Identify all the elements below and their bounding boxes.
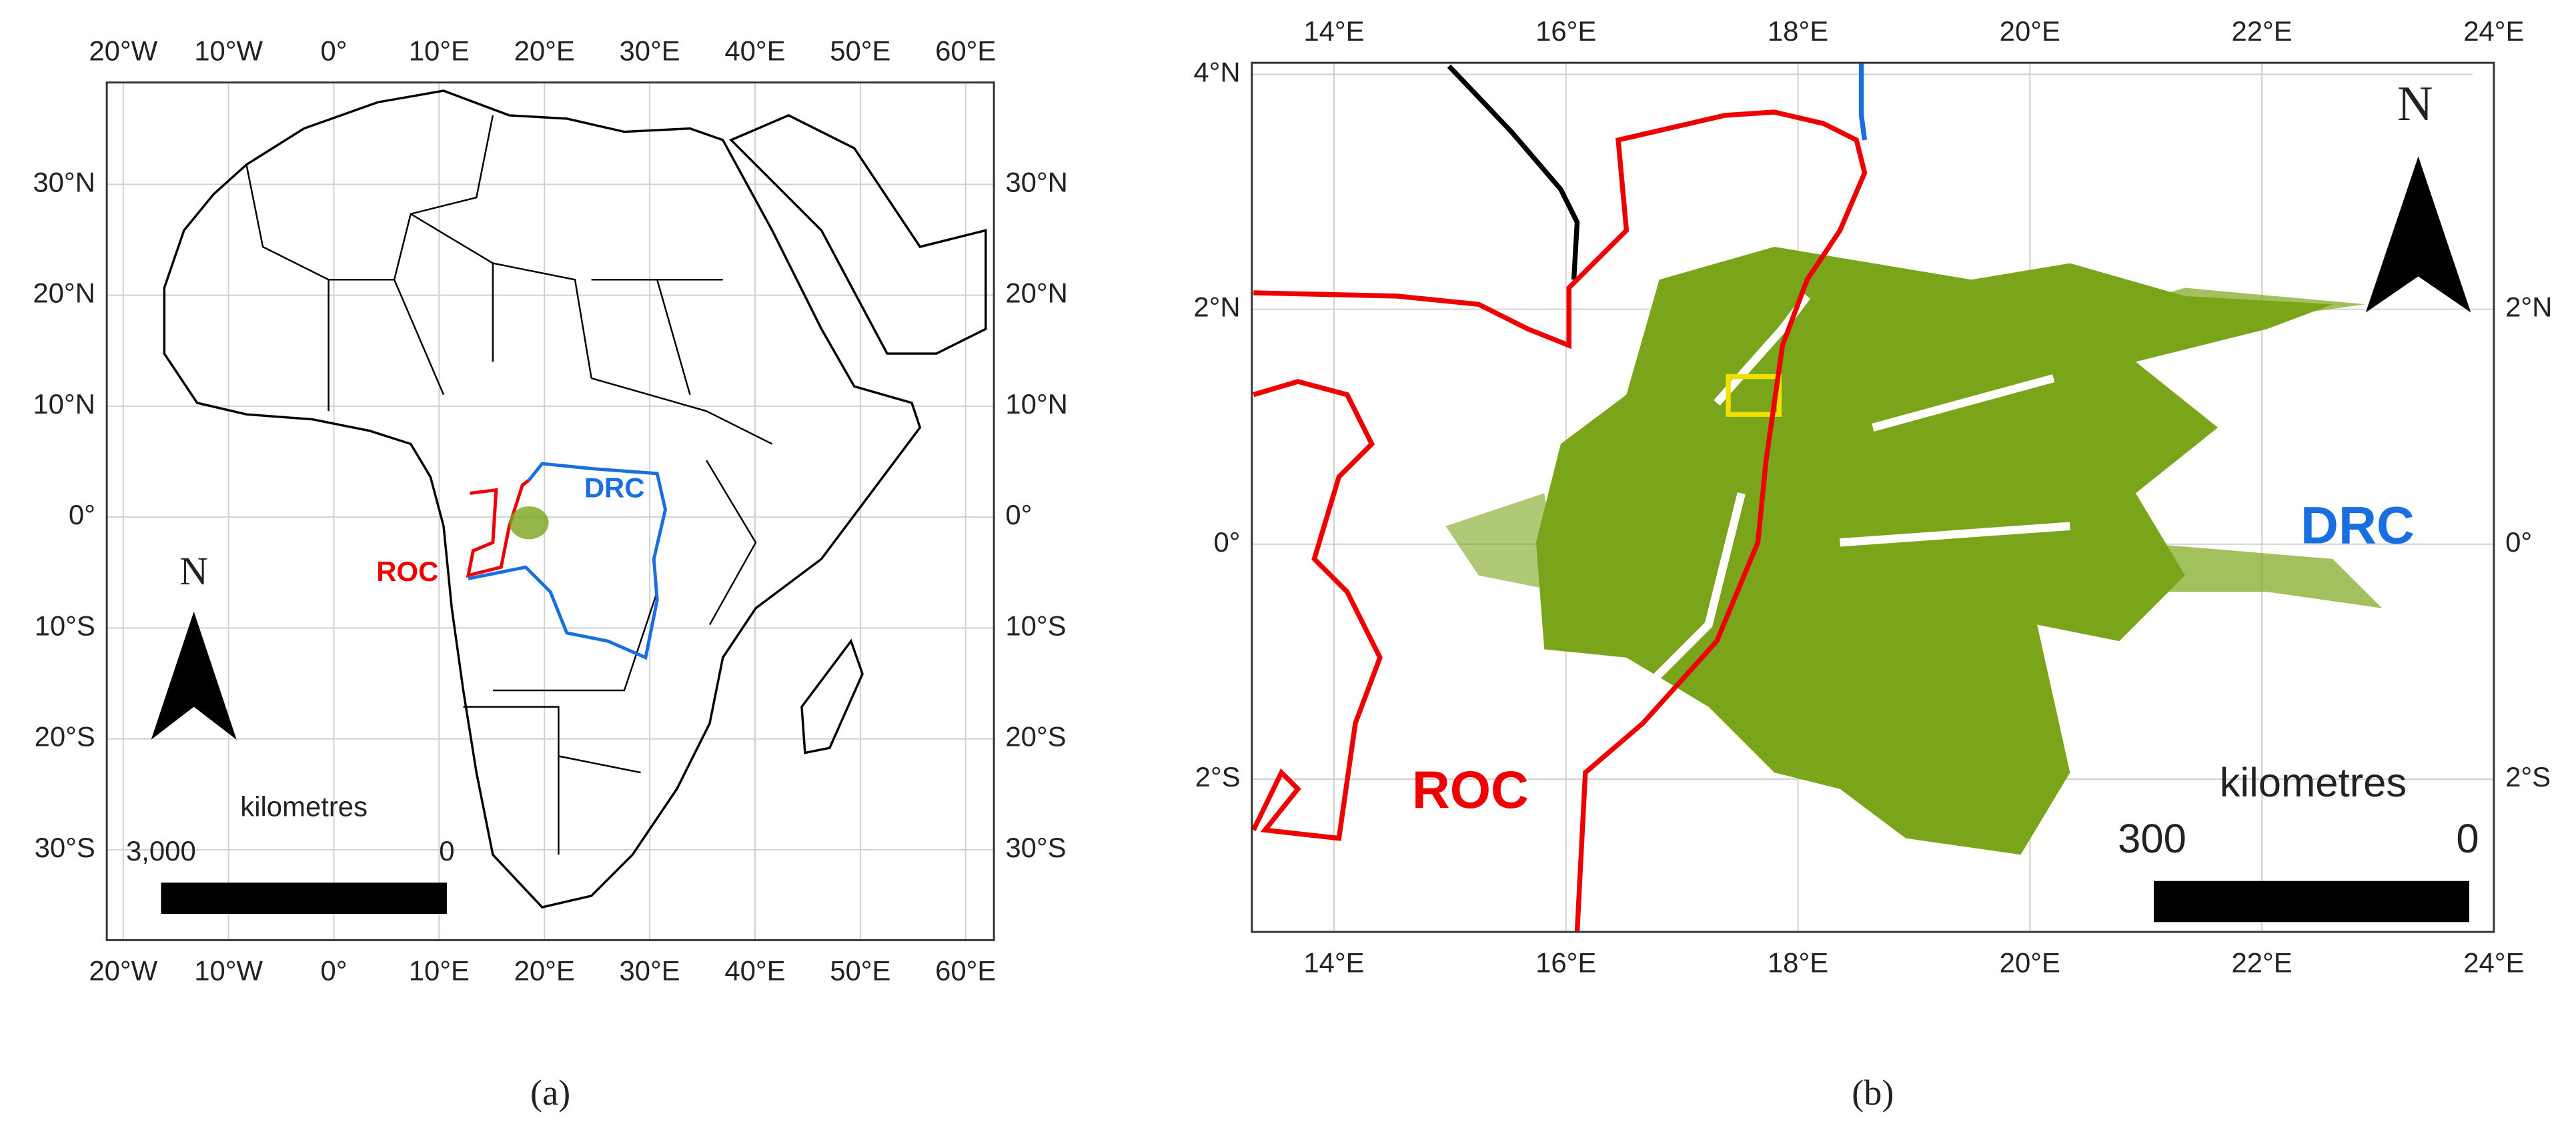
y-tick-label: 30°N (33, 166, 95, 197)
drc-border (1858, 63, 1868, 141)
panel-caption: (a) (530, 1073, 570, 1113)
y-tick-label: 10°S (35, 610, 95, 641)
y-tick-label: 10°N (33, 388, 95, 420)
x-tick-label: 50°E (830, 35, 890, 66)
y-tick-label: 0° (1214, 526, 1241, 558)
x-tick-label: 50°E (830, 955, 890, 987)
region-label: ROC (1412, 760, 1529, 819)
y-tick-label: 4°N (1193, 56, 1240, 87)
y-tick-label: 2°S (1195, 761, 1241, 792)
region-label: DRC (2301, 496, 2415, 554)
north-arrow (151, 611, 237, 740)
x-tick-label: 20°E (2000, 15, 2060, 47)
north-arrow (2365, 156, 2471, 313)
y-tick-label: 0° (1005, 499, 1032, 530)
x-tick-label: 22°E (2231, 15, 2292, 47)
y-tick-label: 10°N (1005, 388, 1068, 420)
madagascar-outline (800, 638, 864, 754)
y-tick-label: 2°N (2505, 292, 2552, 323)
north-label: N (2397, 76, 2433, 131)
x-tick-label: 22°E (2231, 947, 2292, 978)
scale-unit: kilometres (2220, 760, 2407, 806)
x-tick-label: 10°W (194, 35, 263, 66)
x-tick-label: 18°E (1768, 15, 1828, 47)
forest-extent (509, 506, 549, 540)
x-tick-label: 16°E (1535, 15, 1596, 47)
x-tick-label: 20°E (514, 955, 575, 987)
y-tick-label: 20°N (1005, 277, 1068, 309)
scale-bar (2154, 881, 2469, 923)
scale-label: 0 (2456, 816, 2479, 862)
x-tick-label: 30°E (620, 35, 680, 66)
scale-label: 3,000 (126, 835, 196, 867)
x-tick-label: 24°E (2463, 15, 2524, 47)
map-frame (1251, 61, 2495, 933)
border-black (1447, 64, 1580, 280)
roc-border (1253, 109, 1868, 933)
x-tick-label: 10°W (194, 955, 263, 987)
x-tick-label: 30°E (620, 955, 680, 987)
study-site (1726, 374, 1782, 417)
x-tick-label: 0° (320, 955, 347, 987)
drc-border (468, 462, 668, 660)
y-tick-label: 30°S (1005, 832, 1066, 863)
x-tick-label: 0° (320, 35, 347, 66)
north-label: N (179, 549, 208, 593)
scale-label: 300 (2118, 816, 2186, 862)
y-tick-label: 30°N (1005, 166, 1068, 197)
x-tick-label: 40°E (724, 955, 785, 987)
x-tick-label: 10°E (409, 35, 470, 66)
y-tick-label: 10°S (1005, 610, 1066, 641)
x-tick-label: 14°E (1303, 15, 1364, 47)
y-tick-label: 2°N (1193, 292, 1240, 323)
roc-border (466, 478, 530, 578)
africa-outline (163, 89, 922, 909)
roc-border-west (1251, 379, 1383, 841)
x-tick-label: 18°E (1768, 947, 1828, 978)
arabia-outline (729, 114, 987, 355)
africa-map (151, 89, 987, 914)
x-tick-label: 20°E (2000, 947, 2060, 978)
x-tick-label: 40°E (724, 35, 785, 66)
x-tick-label: 10°E (409, 955, 470, 987)
region-label: DRC (584, 472, 645, 504)
x-tick-label: 24°E (2463, 947, 2524, 978)
x-tick-label: 14°E (1303, 947, 1364, 978)
x-tick-label: 20°E (514, 35, 575, 66)
y-tick-label: 2°S (2505, 761, 2551, 792)
scale-unit: kilometres (240, 790, 368, 822)
rivers (1640, 294, 2070, 694)
y-tick-label: 20°S (1005, 721, 1066, 752)
y-tick-label: 20°N (33, 277, 95, 309)
y-tick-label: 0° (2505, 526, 2532, 558)
y-tick-label: 30°S (35, 832, 95, 863)
scale-label: 0 (439, 835, 454, 867)
panel-caption: (b) (1852, 1073, 1894, 1113)
country-borders (245, 115, 773, 855)
map-frame (105, 81, 995, 941)
y-tick-label: 0° (69, 499, 95, 530)
x-tick-label: 60°E (935, 35, 996, 66)
x-tick-label: 60°E (935, 955, 996, 987)
region-label: ROC (376, 556, 438, 587)
x-tick-label: 20°W (89, 35, 157, 66)
mask (2472, 66, 2494, 157)
swamp-forest (1445, 246, 2383, 855)
x-tick-label: 20°W (89, 955, 157, 987)
scale-bar (161, 883, 447, 914)
x-tick-label: 16°E (1535, 947, 1596, 978)
y-tick-label: 20°S (35, 721, 95, 752)
congo-map (1251, 63, 2494, 933)
